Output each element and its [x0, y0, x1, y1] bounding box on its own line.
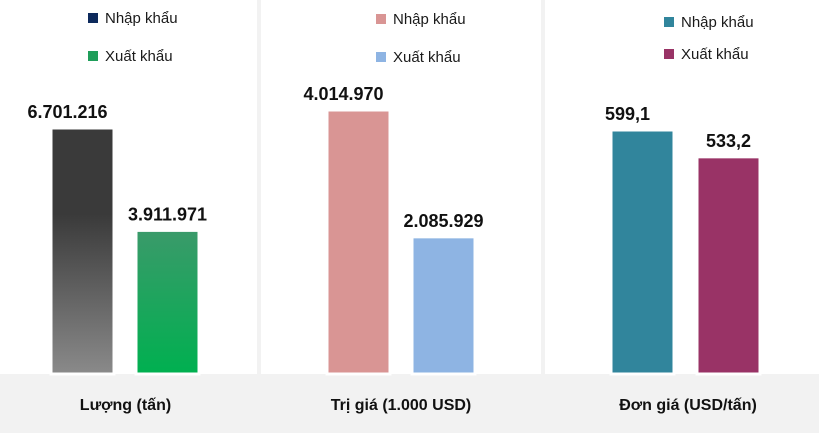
bar-export [410, 235, 477, 376]
plot-area [0, 0, 257, 374]
legend-entry: Xuất khẩu [393, 49, 461, 66]
data-label: 6.701.216 [27, 102, 107, 122]
legend-swatch [664, 49, 674, 59]
chart-panel-1: 6.701.216 Nhập khẩu 3.911.971 Xuất khẩu Lượn… [0, 0, 257, 433]
category-band [0, 374, 257, 433]
legend-swatch [376, 52, 386, 62]
bar-import [49, 126, 116, 376]
data-label: 599,1 [605, 104, 650, 124]
legend-entry: Xuất khẩu [105, 48, 173, 65]
legend-swatch [88, 13, 98, 23]
data-label: 2.085.929 [403, 211, 483, 231]
chart-panel-3: 599,1 Nhập khẩu 533,2 Xuất khẩu Đơn giá (USD… [545, 0, 819, 433]
plot-area [545, 0, 819, 374]
category-band [545, 374, 819, 433]
plot-area [261, 0, 541, 374]
legend-entry: Nhập khẩu [681, 14, 754, 31]
data-label: 4.014.970 [303, 84, 383, 104]
category-label: Đơn giá (USD/tấn) [619, 397, 757, 414]
bar-import [609, 128, 676, 376]
legend-entry: Nhập khẩu [393, 11, 466, 28]
chart-panel-2: 4.014.970 Nhập khẩu 2.085.929 Xuất khẩu Trị … [261, 0, 541, 433]
data-label: 533,2 [706, 131, 751, 151]
category-band [261, 374, 541, 433]
legend-entry: Xuất khẩu [681, 46, 749, 63]
category-label: Trị giá (1.000 USD) [331, 397, 472, 414]
legend-swatch [88, 51, 98, 61]
bar-export [695, 155, 762, 376]
category-label: Lượng (tấn) [80, 397, 171, 414]
bar-export [134, 228, 201, 376]
legend-swatch [376, 14, 386, 24]
legend-swatch [664, 17, 674, 27]
legend-entry: Nhập khẩu [105, 10, 178, 27]
data-label: 3.911.971 [128, 204, 207, 224]
bar-import [325, 108, 392, 376]
